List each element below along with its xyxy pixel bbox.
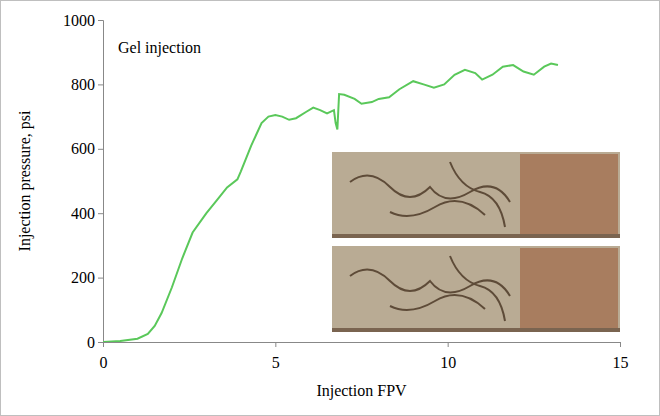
tick-label: 1000 <box>63 12 95 29</box>
tick-mark <box>448 342 449 347</box>
photo-slab <box>332 152 620 238</box>
tick-mark <box>98 149 103 150</box>
tick-label: 10 <box>440 354 456 371</box>
series-line <box>103 63 558 342</box>
tick: 1000 <box>63 12 103 29</box>
tick: 600 <box>71 140 103 157</box>
tick-mark <box>98 84 103 85</box>
tick-mark <box>98 278 103 279</box>
photo-crack <box>350 256 510 321</box>
tick: 800 <box>71 76 103 93</box>
photo-ground <box>330 150 622 335</box>
y-axis-title: Injection pressure, psi <box>16 110 34 251</box>
tick: 0 <box>87 334 103 351</box>
tick-label: 15 <box>613 354 629 371</box>
tick: 15 <box>613 342 629 371</box>
photo-slab-part <box>520 154 618 236</box>
chart: 0 5 10 15 0 200 400 600 800 1000 Gel injection Inje… <box>0 0 660 416</box>
axis-line <box>104 343 621 348</box>
axis-line <box>98 21 104 343</box>
x-axis-title: Injection FPV <box>316 382 407 400</box>
annotation: Gel injection <box>118 39 201 57</box>
x-axis: 0 5 10 15 <box>100 342 629 371</box>
tick-label: 200 <box>71 269 95 286</box>
photo-crack <box>350 162 510 227</box>
inset-photo <box>330 150 622 335</box>
tick-mark <box>98 342 103 343</box>
tick-mark <box>98 20 103 21</box>
plot-area: 0 5 10 15 0 200 400 600 800 1000 <box>63 12 629 371</box>
photo-edge <box>332 328 620 332</box>
photo-edge <box>332 234 620 238</box>
chart-border <box>1 1 660 416</box>
tick-label: 600 <box>71 140 95 157</box>
tick-label: 5 <box>272 354 280 371</box>
tick-mark <box>275 342 276 347</box>
photo-slab <box>332 246 620 332</box>
tick: 0 <box>100 342 108 371</box>
tick-label: 800 <box>71 76 95 93</box>
tick-mark <box>98 213 103 214</box>
tick: 5 <box>272 342 280 371</box>
tick: 400 <box>71 205 103 222</box>
tick-label: 0 <box>87 334 95 351</box>
photo-slab-part <box>520 248 618 330</box>
tick: 10 <box>440 342 456 371</box>
tick-label: 0 <box>100 354 108 371</box>
tick: 200 <box>71 269 103 286</box>
tick-label: 400 <box>71 205 95 222</box>
tick-mark <box>620 342 621 347</box>
series-group <box>103 63 558 342</box>
y-axis: 0 200 400 600 800 1000 <box>63 12 104 351</box>
